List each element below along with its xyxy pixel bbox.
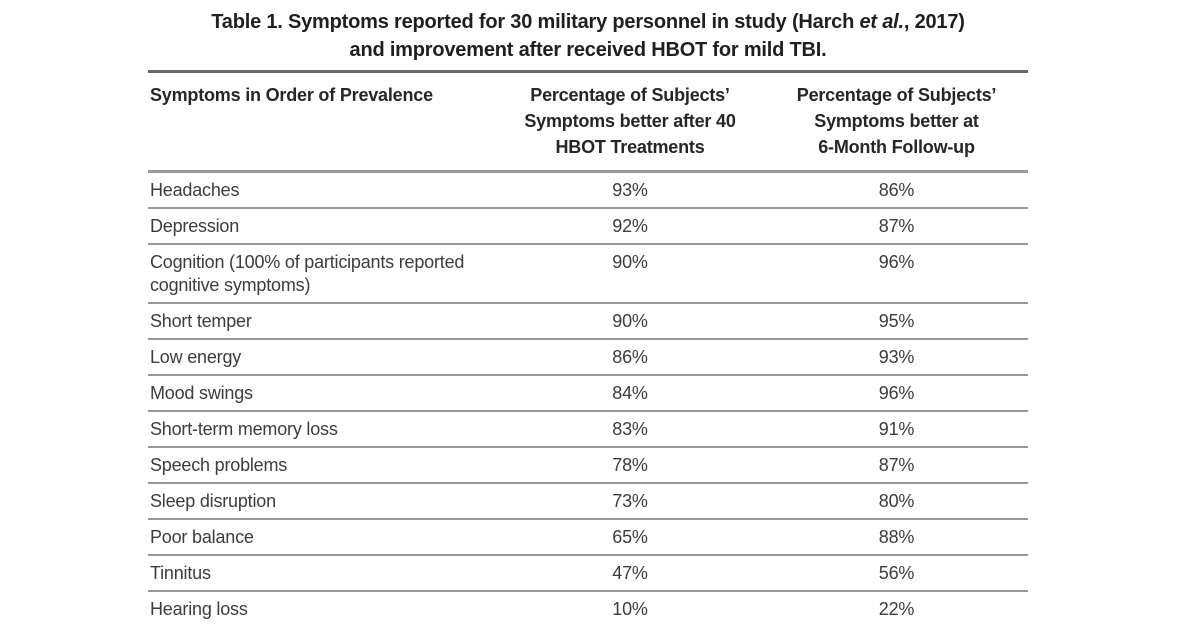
header-line: Symptoms better at	[814, 111, 979, 131]
after-40-treatments-cell: 90%	[495, 303, 765, 340]
symptom-cell: Depression	[148, 208, 495, 245]
after-40-treatments-cell: 78%	[495, 447, 765, 484]
table-row: Low energy 86% 93%	[148, 339, 1028, 376]
six-month-followup-cell: 91%	[765, 411, 1028, 448]
six-month-followup-cell: 87%	[765, 208, 1028, 245]
header-row: Symptoms in Order of Prevalence Percenta…	[148, 71, 1028, 173]
symptom-cell: Speech problems	[148, 447, 495, 484]
six-month-followup-cell: 22%	[878, 599, 915, 619]
table-row: Sleep disruption 73% 80%	[148, 483, 1028, 520]
six-month-followup-cell: 80%	[765, 483, 1028, 520]
symptom-cell: Sleep disruption	[148, 483, 495, 520]
table-row: Short-term memory loss 83% 91%	[148, 411, 1028, 448]
caption-line-1: Table 1. Symptoms reported for 30 milita…	[108, 8, 1068, 36]
six-month-followup-cell: 96%	[765, 244, 1028, 304]
six-month-followup-cell: 95%	[765, 303, 1028, 340]
symptom-cell: Low energy	[148, 339, 495, 376]
table-row: Cognition (100% of participants reported…	[148, 244, 1028, 304]
symptom-cell: Short temper	[148, 303, 495, 340]
table-row: Poor balance 65% 88%	[148, 519, 1028, 556]
after-40-treatments-cell: 47%	[495, 555, 765, 592]
after-40-treatments-cell: 10%	[612, 599, 648, 619]
after-40-treatments-cell: 73%	[495, 483, 765, 520]
header-line: Percentage of Subjects’	[530, 85, 730, 105]
after-40-treatments-cell: 86%	[495, 339, 765, 376]
table-row: Depression 92% 87%	[148, 208, 1028, 245]
table-figure: Table 1. Symptoms reported for 30 milita…	[148, 8, 1028, 626]
symptom-cell: Short-term memory loss	[148, 411, 495, 448]
table-row: Headaches 93% 86%	[148, 171, 1028, 209]
six-month-followup-cell: 56%	[765, 555, 1028, 592]
table-caption: Table 1. Symptoms reported for 30 milita…	[108, 8, 1068, 64]
table-rows: Headaches 93% 86% Depression 92% 87% Cognition…	[148, 171, 1028, 627]
six-month-followup-cell: 93%	[765, 339, 1028, 376]
symptom-cell: Mood swings	[148, 375, 495, 412]
header-line: Symptoms better after 40	[524, 111, 736, 131]
symptom-cell: Cognition (100% of participants reported…	[148, 244, 495, 304]
header-line: Percentage of Subjects’	[796, 85, 997, 105]
column-header-six-month-followup: Percentage of Subjects’ Symptoms better …	[765, 71, 1028, 173]
after-40-treatments-cell: 90%	[495, 244, 765, 304]
symptom-cell: Headaches	[148, 171, 495, 209]
caption-text-post: , 2017)	[903, 11, 965, 33]
table-row: Speech problems 78% 87%	[148, 447, 1028, 484]
table-row: Tinnitus 47% 56%	[148, 555, 1028, 592]
symptoms-table: Symptoms in Order of Prevalence Percenta…	[148, 70, 1028, 626]
header-line: Symptoms in Order of Prevalence	[150, 85, 433, 105]
symptom-cell: Tinnitus	[148, 555, 495, 592]
table-row: Mood swings 84% 96%	[148, 375, 1028, 412]
column-header-after-40-hbot: Percentage of Subjects’ Symptoms better …	[495, 71, 765, 173]
column-header-symptoms: Symptoms in Order of Prevalence	[148, 71, 495, 173]
after-40-treatments-cell: 93%	[495, 171, 765, 209]
after-40-treatments-cell: 65%	[495, 519, 765, 556]
table-row: Hearing loss 10% 22%	[148, 591, 1028, 626]
after-40-treatments-cell: 84%	[495, 375, 765, 412]
symptom-cell: Poor balance	[148, 519, 495, 556]
table-header: Symptoms in Order of Prevalence Percenta…	[148, 71, 1028, 173]
header-line: 6-Month Follow-up	[818, 137, 975, 157]
symptom-cell: Hearing loss	[150, 599, 248, 619]
table-row: Short temper 90% 95%	[148, 303, 1028, 340]
six-month-followup-cell: 88%	[765, 519, 1028, 556]
caption-text-pre: Table 1. Symptoms reported for 30 milita…	[211, 11, 860, 33]
caption-line-2: and improvement after received HBOT for …	[349, 39, 827, 61]
after-40-treatments-cell: 83%	[495, 411, 765, 448]
six-month-followup-cell: 87%	[765, 447, 1028, 484]
after-40-treatments-cell: 92%	[495, 208, 765, 245]
caption-et-al: et al.	[859, 11, 904, 33]
header-line: HBOT Treatments	[555, 137, 705, 157]
six-month-followup-cell: 86%	[765, 171, 1028, 209]
six-month-followup-cell: 96%	[765, 375, 1028, 412]
